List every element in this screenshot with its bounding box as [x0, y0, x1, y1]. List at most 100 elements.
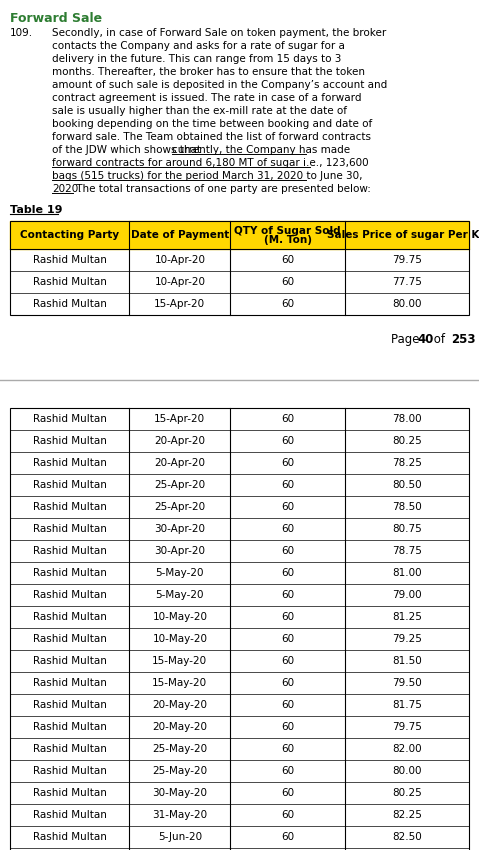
Text: Rashid Multan: Rashid Multan: [33, 436, 107, 446]
Text: Forward Sale: Forward Sale: [10, 12, 102, 25]
Text: 60: 60: [281, 277, 294, 287]
Text: 82.50: 82.50: [392, 832, 422, 842]
Text: Page: Page: [391, 333, 423, 346]
Text: forward sale. The Team obtained the list of forward contracts: forward sale. The Team obtained the list…: [52, 132, 371, 142]
Text: 81.25: 81.25: [392, 612, 422, 622]
Text: Table 19: Table 19: [10, 205, 62, 215]
Text: 82.25: 82.25: [392, 810, 422, 820]
Text: Rashid Multan: Rashid Multan: [33, 458, 107, 468]
Text: 81.50: 81.50: [392, 656, 422, 666]
Text: Rashid Multan: Rashid Multan: [33, 678, 107, 688]
Text: 78.00: 78.00: [392, 414, 422, 424]
Text: 60: 60: [281, 700, 294, 710]
Text: 78.75: 78.75: [392, 546, 422, 556]
Text: 60: 60: [281, 722, 294, 732]
Text: (M. Ton): (M. Ton): [264, 235, 312, 245]
Text: 80.00: 80.00: [392, 299, 422, 309]
Text: bags (515 trucks) for the period March 31, 2020 to June 30,: bags (515 trucks) for the period March 3…: [52, 171, 363, 181]
Text: 60: 60: [281, 546, 294, 556]
Text: Rashid Multan: Rashid Multan: [33, 480, 107, 490]
Text: 30-Apr-20: 30-Apr-20: [154, 524, 205, 534]
Text: 60: 60: [281, 678, 294, 688]
Text: 79.00: 79.00: [392, 590, 422, 600]
Text: Rashid Multan: Rashid Multan: [33, 832, 107, 842]
Text: Rashid Multan: Rashid Multan: [33, 634, 107, 644]
Text: Rashid Multan: Rashid Multan: [33, 255, 107, 265]
Text: 79.75: 79.75: [392, 722, 422, 732]
Text: QTY of Sugar Sold: QTY of Sugar Sold: [234, 225, 341, 235]
Text: 80.00: 80.00: [392, 766, 422, 776]
Text: 80.75: 80.75: [392, 524, 422, 534]
Text: 20-Apr-20: 20-Apr-20: [154, 458, 205, 468]
Text: The total transactions of one party are presented below:: The total transactions of one party are …: [73, 184, 371, 194]
Text: 5-Jun-20: 5-Jun-20: [158, 832, 202, 842]
Text: 60: 60: [281, 744, 294, 754]
Text: 77.75: 77.75: [392, 277, 422, 287]
Text: 80.50: 80.50: [392, 480, 422, 490]
Text: months. Thereafter, the broker has to ensure that the token: months. Thereafter, the broker has to en…: [52, 67, 365, 77]
Text: Rashid Multan: Rashid Multan: [33, 700, 107, 710]
Text: 81.75: 81.75: [392, 700, 422, 710]
Text: Rashid Multan: Rashid Multan: [33, 277, 107, 287]
Text: Rashid Multan: Rashid Multan: [33, 744, 107, 754]
Text: 60: 60: [281, 634, 294, 644]
Text: Rashid Multan: Rashid Multan: [33, 299, 107, 309]
Text: Rashid Multan: Rashid Multan: [33, 414, 107, 424]
Text: 79.50: 79.50: [392, 678, 422, 688]
Text: 60: 60: [281, 255, 294, 265]
Text: Rashid Multan: Rashid Multan: [33, 766, 107, 776]
Text: 25-Apr-20: 25-Apr-20: [154, 502, 205, 512]
Bar: [10, 408, 469, 850]
Text: Secondly, in case of Forward Sale on token payment, the broker: Secondly, in case of Forward Sale on tok…: [52, 28, 386, 38]
Text: 30-May-20: 30-May-20: [152, 788, 207, 798]
Text: 20-May-20: 20-May-20: [152, 722, 207, 732]
Text: Rashid Multan: Rashid Multan: [33, 502, 107, 512]
Text: 15-Apr-20: 15-Apr-20: [154, 414, 205, 424]
Text: Sales Price of sugar Per Kg: Sales Price of sugar Per Kg: [327, 230, 479, 240]
Text: of the JDW which shows that: of the JDW which shows that: [52, 145, 204, 155]
Text: 60: 60: [281, 788, 294, 798]
Text: 60: 60: [281, 458, 294, 468]
Text: 253: 253: [451, 333, 476, 346]
Text: 60: 60: [281, 568, 294, 578]
Text: amount of such sale is deposited in the Company’s account and: amount of such sale is deposited in the …: [52, 80, 387, 90]
Text: 25-May-20: 25-May-20: [152, 766, 207, 776]
Text: Rashid Multan: Rashid Multan: [33, 590, 107, 600]
Text: 10-Apr-20: 10-Apr-20: [154, 255, 205, 265]
Text: 60: 60: [281, 480, 294, 490]
Text: Rashid Multan: Rashid Multan: [33, 612, 107, 622]
Text: 109.: 109.: [10, 28, 33, 38]
Text: Rashid Multan: Rashid Multan: [33, 788, 107, 798]
Text: Rashid Multan: Rashid Multan: [33, 524, 107, 534]
Text: 79.25: 79.25: [392, 634, 422, 644]
Text: 20-May-20: 20-May-20: [152, 700, 207, 710]
Text: 79.75: 79.75: [392, 255, 422, 265]
Text: 60: 60: [281, 832, 294, 842]
Text: 10-May-20: 10-May-20: [152, 612, 207, 622]
Text: 15-May-20: 15-May-20: [152, 656, 207, 666]
Text: 60: 60: [281, 524, 294, 534]
Text: 60: 60: [281, 656, 294, 666]
Text: 2020.: 2020.: [52, 184, 81, 194]
Text: booking depending on the time between booking and date of: booking depending on the time between bo…: [52, 119, 372, 129]
Text: 10-May-20: 10-May-20: [152, 634, 207, 644]
Text: 80.25: 80.25: [392, 436, 422, 446]
Text: 60: 60: [281, 590, 294, 600]
Text: Contacting Party: Contacting Party: [20, 230, 119, 240]
Text: 40: 40: [418, 333, 434, 346]
Text: Rashid Multan: Rashid Multan: [33, 546, 107, 556]
Text: 15-May-20: 15-May-20: [152, 678, 207, 688]
Text: 78.25: 78.25: [392, 458, 422, 468]
Text: 25-May-20: 25-May-20: [152, 744, 207, 754]
Text: 15-Apr-20: 15-Apr-20: [154, 299, 205, 309]
Text: contract agreement is issued. The rate in case of a forward: contract agreement is issued. The rate i…: [52, 93, 362, 103]
Text: 80.25: 80.25: [392, 788, 422, 798]
Text: Rashid Multan: Rashid Multan: [33, 810, 107, 820]
Text: 5-May-20: 5-May-20: [156, 568, 204, 578]
Text: Rashid Multan: Rashid Multan: [33, 722, 107, 732]
Text: 30-Apr-20: 30-Apr-20: [154, 546, 205, 556]
Text: 78.50: 78.50: [392, 502, 422, 512]
Text: 60: 60: [281, 612, 294, 622]
Text: 60: 60: [281, 436, 294, 446]
Text: 60: 60: [281, 299, 294, 309]
